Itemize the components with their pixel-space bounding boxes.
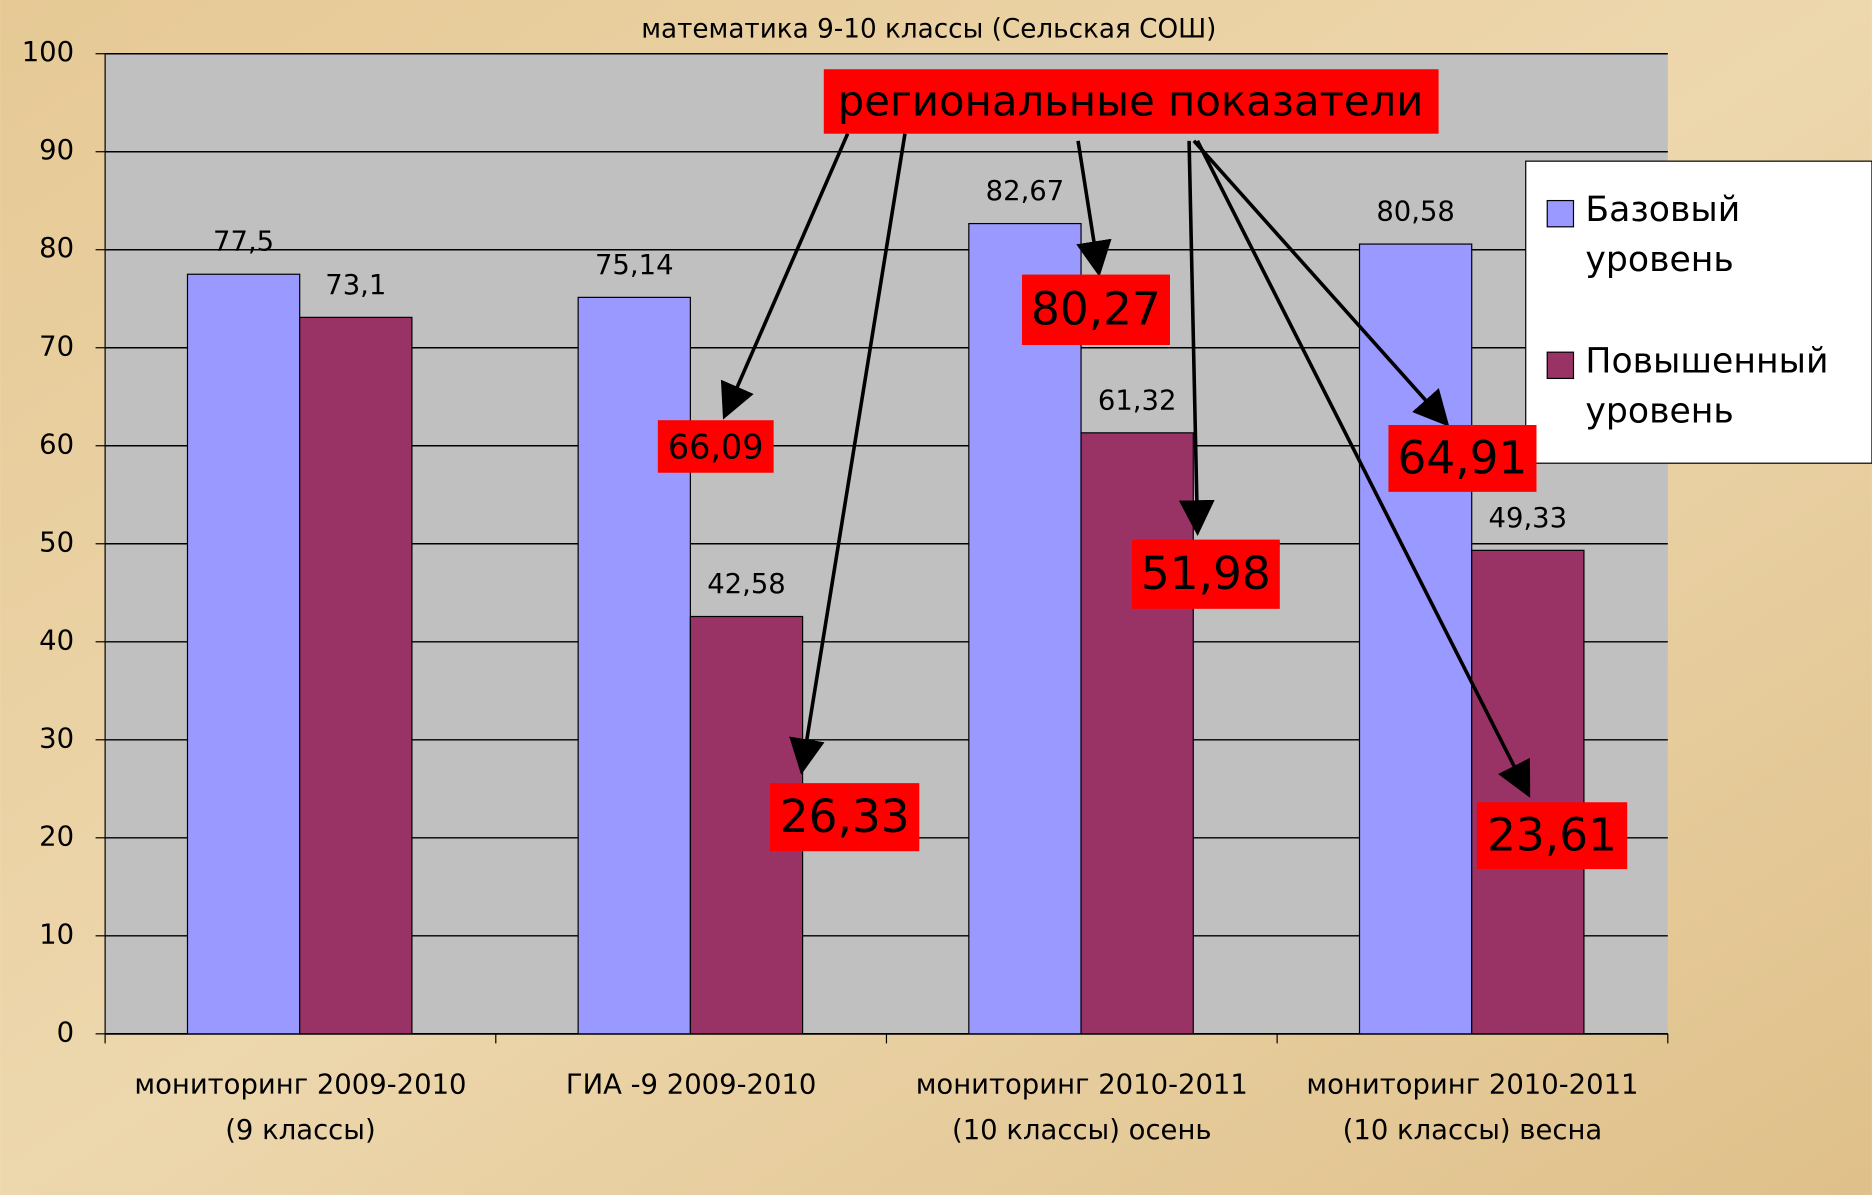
y-tick-label: 70 <box>39 331 74 362</box>
legend-label: Повышенный уровень <box>1585 340 1829 431</box>
data-label: 49,33 <box>1489 503 1568 534</box>
x-tick-label: мониторинг 2010-2011 (10 классы) весна <box>1306 1069 1639 1147</box>
bar <box>1358 243 1473 1035</box>
y-tick-label: 100 <box>22 37 74 68</box>
x-tick-label: мониторинг 2010-2011 (10 классы) осень <box>915 1069 1248 1147</box>
legend-swatch <box>1546 199 1575 228</box>
annotation: 66,09 <box>668 427 764 466</box>
annotation-title: региональные показатели <box>838 76 1424 125</box>
y-tick-label: 60 <box>39 429 74 460</box>
annotation: 23,61 <box>1487 809 1617 862</box>
x-tick-label-box: ГИА -9 2009-2010 <box>565 1069 817 1101</box>
data-label: 61,32 <box>1098 385 1177 416</box>
y-tick-label: 10 <box>39 919 74 950</box>
legend-label: Базовый уровень <box>1585 188 1741 280</box>
legend <box>1525 160 1872 464</box>
arrows <box>720 132 1531 798</box>
data-label: 73,1 <box>325 270 386 301</box>
data-label: 80,58 <box>1376 197 1455 228</box>
legend-swatch <box>1546 351 1575 380</box>
y-tick-label: 30 <box>39 723 74 754</box>
x-tick-label-box: мониторинг 2010-2011 (10 классы) осень <box>915 1069 1248 1147</box>
y-tick-label: 20 <box>39 821 74 852</box>
data-label: 77,5 <box>213 227 274 258</box>
annotation-box <box>1388 424 1537 492</box>
annotation: 80,27 <box>1031 283 1161 336</box>
x-tick-label: ГИА -9 2009-2010 <box>565 1069 817 1101</box>
y-tick-label: 40 <box>39 625 74 656</box>
y-tick-label: 0 <box>57 1017 74 1048</box>
x-tick-label-box: мониторинг 2010-2011 (10 классы) весна <box>1306 1069 1639 1147</box>
y-tick-label: 50 <box>39 527 74 558</box>
bar <box>186 273 301 1035</box>
annotation: 26,33 <box>780 790 910 843</box>
bar <box>1080 432 1194 1035</box>
annotation-title-box <box>823 69 1439 134</box>
legend-label-box: Базовый уровень <box>1585 188 1741 280</box>
data-label: 75,14 <box>595 250 674 281</box>
data-label: 82,67 <box>986 176 1065 207</box>
legend-label-box: Повышенный уровень <box>1585 340 1829 431</box>
chart-title: математика 9-10 классы (Сельская СОШ) <box>641 14 1216 44</box>
bar <box>577 296 691 1035</box>
annotation: 51,98 <box>1141 547 1271 600</box>
x-tick-label-box: мониторинг 2009-2010 (9 классы) <box>134 1069 467 1147</box>
bar <box>299 316 413 1035</box>
y-tick-label: 80 <box>39 233 74 264</box>
annotation-box <box>1131 539 1280 609</box>
annotation-box <box>657 420 774 473</box>
x-tick-label: мониторинг 2009-2010 (9 классы) <box>134 1069 467 1147</box>
bar <box>1471 549 1585 1035</box>
y-tick-label: 90 <box>39 135 74 166</box>
annotation-box <box>770 783 920 852</box>
annotation-box <box>1021 274 1170 346</box>
bar <box>968 222 1082 1035</box>
annotation-box <box>1476 802 1628 870</box>
annotation: 64,91 <box>1398 431 1528 484</box>
data-label: 42,58 <box>707 569 786 600</box>
